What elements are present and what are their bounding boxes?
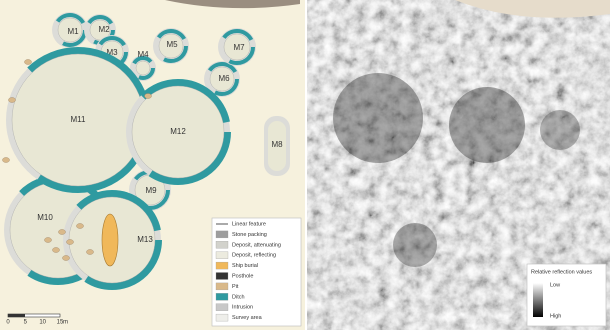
legend-label: Deposit, attenuating [232,242,281,248]
pit [86,249,94,255]
reflection-legend-title: Relative reflection values [531,269,592,275]
mound-label: M4 [137,50,149,59]
mound-label: M6 [218,74,230,83]
scale-unit: m [63,320,68,326]
legend-label: Ditch [232,294,245,300]
legend-swatch [215,261,229,270]
mound-core [268,121,286,171]
scale-label: 0 [6,320,10,326]
reflection-gradient [533,283,543,317]
mound-label: M1 [67,27,79,36]
ditch [131,56,155,80]
legend-swatch [215,272,229,280]
mound-label: M2 [98,25,110,34]
legend-swatch [215,313,229,322]
mound-label: M7 [233,43,245,52]
mound-label: M8 [271,140,283,149]
pit [66,239,74,245]
mound-label: M13 [137,235,153,244]
mound-label: M5 [166,40,178,49]
mound-core [209,66,235,92]
mound-core [57,17,83,43]
mound-label: M10 [37,213,53,222]
pit [144,93,152,99]
ditch [154,29,188,63]
ditch [125,79,231,185]
pit [24,59,32,65]
reflection-low: Low [550,282,560,288]
legend-swatch [215,230,229,239]
pit [44,237,52,243]
legend-label: Survey area [232,315,263,321]
legend-swatch [215,251,229,259]
mound-label: M3 [106,48,118,57]
legend-swatch [215,241,229,249]
legend-label: Linear feature [232,221,266,227]
mound-core [223,33,251,61]
top-feature [165,0,300,9]
pit [62,255,70,261]
mounds: M1 M2 M3 M4 M5 M6 M7 M8 M9 M10 M11 M12 M13 [2,12,290,290]
reflection-features [333,73,580,267]
scale-label: 5 [24,320,28,326]
mound-core [158,33,184,59]
scale-label: 15 [57,320,64,326]
scale-bar [8,314,25,317]
top-feature [455,0,610,18]
legend-label: Deposit, reflecting [232,253,276,259]
pit [2,157,10,163]
ship-burial [101,213,119,267]
ditch [205,62,239,96]
mound-core [131,85,225,179]
ditch [219,29,255,65]
mound-label: M11 [71,115,87,124]
pit [58,229,66,235]
mound-label: M12 [170,127,186,136]
pit [76,223,84,229]
legend-label: Stone packing [232,232,267,238]
mound-core [135,60,151,76]
legend-swatch [215,282,229,291]
reflection-high: High [550,313,561,319]
legend-label: Pit [232,284,239,290]
ditch [62,190,162,290]
legend-swatch [215,303,229,311]
legend-swatch [215,293,229,301]
pit [8,97,16,103]
legend-label: Intrusion [232,305,253,311]
pit [52,247,60,253]
scale-label: 10 [39,320,46,326]
legend-label: Posthole [232,273,253,279]
legend-label: Ship burial [232,263,258,269]
mound-label: M9 [145,186,157,195]
